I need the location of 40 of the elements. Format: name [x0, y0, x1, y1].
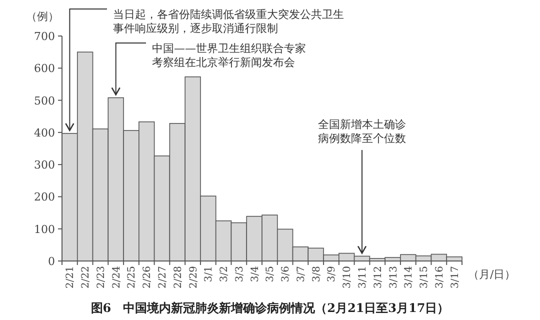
x-tick-label: 3/5	[265, 266, 276, 282]
annotation: 全国新增本土确诊病例数降至个位数	[318, 118, 406, 145]
x-tick-label: 3/4	[250, 266, 261, 282]
y-tick-label: 200	[34, 190, 55, 204]
y-tick-label: 300	[34, 158, 55, 172]
y-tick-label: 400	[34, 126, 55, 140]
x-tick-label: 2/28	[172, 266, 184, 288]
y-axis-title: （例）	[26, 10, 59, 23]
text: 图6 中国境内新冠肺炎新增确诊病例情况（2月21日至3月17日）	[90, 301, 450, 315]
y-tick-label: 100	[34, 222, 55, 236]
x-tick-label: 3/16	[434, 266, 446, 288]
x-tick-label: 3/6	[280, 266, 292, 282]
y-tick-label: 700	[34, 30, 55, 43]
x-tick-label: 3/10	[342, 266, 354, 288]
x-tick-label: 2/24	[111, 266, 122, 288]
annotation: 中国——世界卫生组织联合专家考察组在北京举行新闻发布会	[152, 42, 306, 69]
y-tick-label: 500	[34, 94, 55, 108]
x-tick-label: 2/21	[65, 266, 76, 288]
x-axis-title: （月/日）	[468, 268, 516, 281]
x-tick-label: 3/1	[204, 266, 215, 282]
y-tick-label: 0	[48, 255, 55, 268]
x-tick-label: 3/2	[219, 266, 230, 282]
x-tick-label: 2/25	[126, 266, 138, 288]
x-tick-label: 2/27	[158, 266, 168, 288]
x-tick-label: 3/12	[372, 266, 384, 288]
x-tick-label: 2/26	[142, 266, 154, 288]
x-tick-label: 3/14	[404, 266, 415, 288]
x-tick-label: 3/3	[234, 266, 246, 282]
x-tick-label: 2/22	[80, 266, 92, 288]
x-tick-label: 3/7	[296, 266, 307, 282]
x-tick-label: 3/15	[419, 266, 430, 288]
x-tick-label: 3/13	[388, 266, 400, 288]
x-tick-label: 3/11	[358, 266, 368, 288]
annotation: 当日起，各省份陆续调低省级重大突发公共卫生事件响应级别，逐步取消通行限制	[113, 8, 344, 35]
x-tick-label: 2/23	[96, 266, 107, 288]
x-tick-label: 3/17	[450, 266, 461, 288]
x-tick-label: 2/29	[188, 266, 200, 288]
y-tick-label: 600	[34, 62, 55, 76]
x-tick-label: 3/9	[326, 266, 338, 282]
x-tick-label: 3/8	[311, 266, 322, 282]
